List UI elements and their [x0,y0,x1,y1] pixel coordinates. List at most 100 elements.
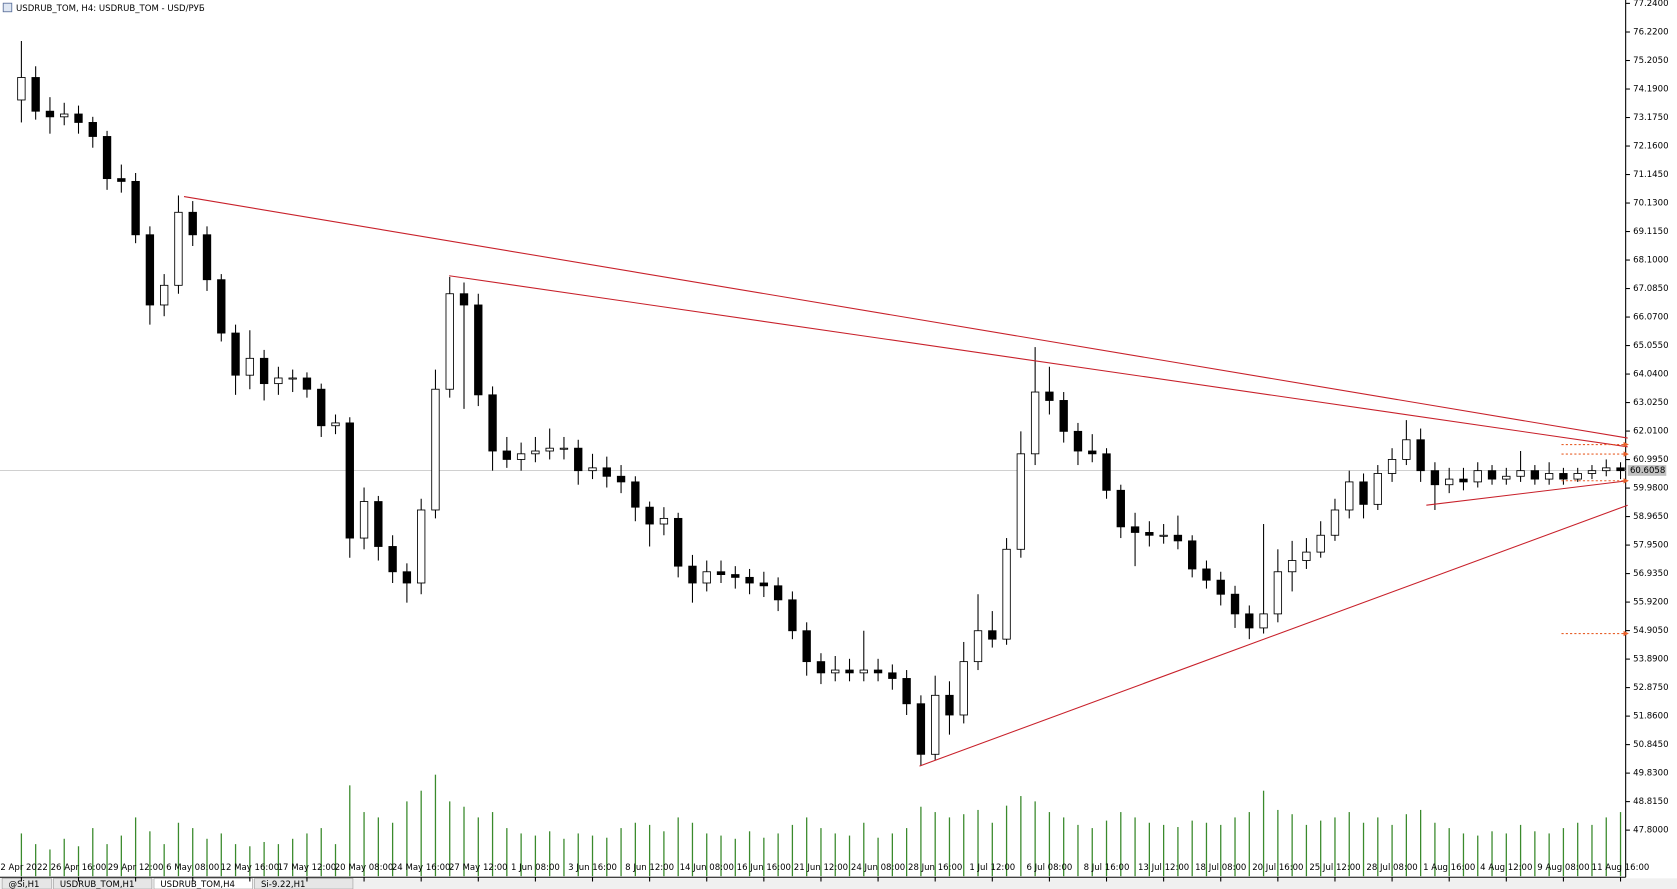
x-tick-label: 28 Jul 08:00 [1366,863,1417,873]
trendline [183,196,1628,439]
candle-body [231,332,240,376]
candle-body [873,669,883,674]
candle-body [745,576,754,584]
y-tick-label: 69.1150 [1633,227,1668,237]
arrow-head [1623,630,1629,637]
candle-body [1045,391,1054,401]
trendline [1426,480,1628,506]
x-tick-label: 1 Jul 12:00 [969,863,1015,873]
candle-body [1445,478,1454,486]
candle-body [102,136,112,180]
candle-body [388,546,397,573]
candle-body [531,450,540,455]
arrow-head [1623,451,1629,457]
arrow-head [1623,478,1629,484]
candle-body [1059,400,1068,432]
candle-body [1230,593,1240,615]
candle-body [702,571,711,584]
tab[interactable] [53,877,153,889]
candle-body [431,388,440,511]
candle-body [288,377,297,380]
candle-body [1259,613,1268,629]
candle-body [259,357,269,385]
last-price-label: 60.6058 [1630,466,1665,476]
tab-label: @Si,H1 [9,880,40,889]
candle-body [631,481,640,508]
x-tick-label: 9 Aug 08:00 [1537,863,1589,873]
y-tick-label: 53.8900 [1633,655,1668,665]
y-tick-label: 65.0550 [1633,341,1668,351]
x-tick-label: 25 Jul 12:00 [1309,863,1360,873]
candle-body [1130,526,1140,533]
candle-body [1345,481,1354,511]
candle-body [1502,475,1511,480]
tab-label: USDRUB_TOM,H1 [60,880,135,889]
candle-body [731,574,740,578]
candle-body [459,293,469,306]
candle-body [1559,473,1568,480]
x-tick-label: 1 Jun 08:00 [511,863,560,873]
tab[interactable] [153,877,253,889]
tab[interactable] [1,877,52,889]
x-tick-label: 22 Apr 2022 [0,863,48,873]
candle-body [174,211,183,286]
candle-body [1516,470,1525,477]
x-tick-label: 11 Aug 16:00 [1592,863,1650,873]
candle-body [1430,470,1440,486]
candle-body [317,388,326,427]
candle-body [1202,568,1211,581]
last-price-box [1627,465,1667,476]
x-tick-label: 17 May 12:00 [278,863,337,873]
y-tick-label: 68.1000 [1633,256,1668,266]
y-tick-label: 54.9050 [1633,626,1668,636]
candle-body [1216,579,1225,595]
candle-body [1116,489,1125,528]
candle-body [1102,453,1111,491]
candle-body [117,178,126,182]
x-tick-label: 6 Jul 08:00 [1026,863,1072,873]
y-tick-label: 63.0250 [1633,398,1668,408]
window-icon [2,2,13,13]
candle-body [659,517,669,525]
candle-body [988,630,997,640]
x-tick-label: 24 May 16:00 [392,863,451,873]
y-tick-label: 60.9950 [1633,455,1668,465]
x-tick-label: 14 Jun 08:00 [680,863,734,873]
candle-body [688,565,697,584]
candle-body [888,672,897,679]
y-tick-label: 72.1600 [1633,142,1668,152]
y-tick-label: 58.9650 [1633,512,1668,522]
x-tick-label: 21 Jun 12:00 [794,863,848,873]
y-tick-label: 49.8300 [1633,769,1668,779]
candle-body [1487,470,1497,480]
candle-body [845,669,854,674]
tab[interactable] [254,877,354,889]
candle-body [345,422,354,539]
y-tick-label: 77.2400 [1633,0,1668,9]
candle-body [1173,534,1183,542]
candle-body [1088,450,1097,455]
candle-body [488,394,497,452]
x-tick-label: 1 Aug 16:00 [1423,863,1475,873]
candle-body [445,293,454,390]
candle-body [1159,534,1168,537]
y-tick-label: 56.9350 [1633,569,1668,579]
candle-body [45,110,55,118]
candle-body [1145,532,1154,536]
candle-body [674,517,683,567]
candle-body [1587,470,1597,474]
x-tick-label: 24 Jun 08:00 [851,863,905,873]
candle-body [516,453,526,460]
candle-body [588,467,597,472]
x-tick-label: 26 Apr 16:00 [51,863,107,873]
candle-body [1373,473,1382,505]
tab-label: Si-9.22,H1 [261,880,306,889]
tab-bar [0,878,1677,889]
candle-body [545,447,554,452]
candle-body [1302,551,1311,561]
y-tick-label: 70.1300 [1633,199,1668,209]
candle-body [402,571,412,584]
x-tick-label: 20 May 08:00 [335,863,394,873]
candle-body [1188,540,1197,570]
